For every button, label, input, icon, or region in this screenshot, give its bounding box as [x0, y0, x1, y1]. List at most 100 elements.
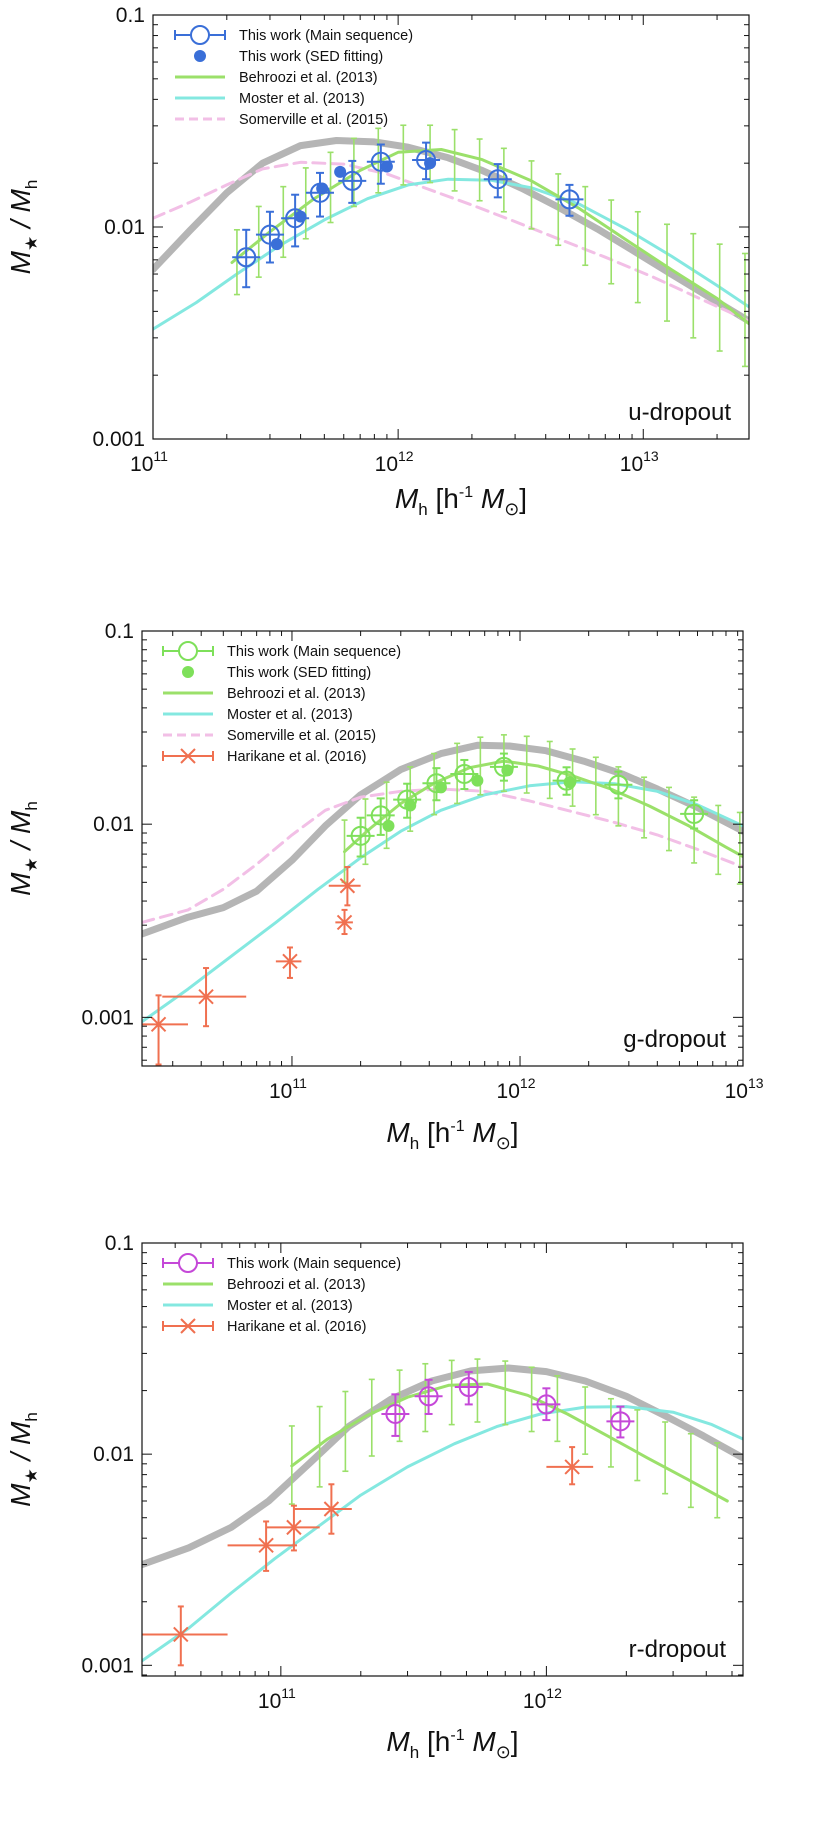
- main-sequence-marker: [370, 805, 391, 826]
- legend-label-part: Moster et al. (2013): [227, 707, 353, 723]
- main-sequence-point: [483, 163, 512, 199]
- main-sequence-marker: [342, 170, 363, 191]
- legend-label-part: Moster et al. (2013): [239, 91, 365, 107]
- axis-ticks: [142, 630, 743, 1066]
- harikane-x-marker: [258, 1537, 274, 1554]
- x-tick-label-part: 12: [398, 448, 414, 464]
- main-sequence-point: [346, 816, 375, 858]
- legend-label-part: This work (Main sequence): [227, 644, 401, 660]
- legend-label: Behroozi et al. (2013): [227, 686, 366, 702]
- legend-label: This work (SED fitting): [227, 665, 371, 681]
- x-tick-label: 1012: [375, 448, 414, 476]
- sed-fitting-point: [270, 238, 283, 251]
- legend-entry: Moster et al. (2013): [175, 91, 365, 107]
- main-sequence-marker: [493, 756, 514, 777]
- main-sequence-marker: [418, 1386, 439, 1407]
- legend-label: This work (Main sequence): [227, 644, 401, 660]
- y-tick-label: 0.01: [104, 216, 145, 239]
- main-sequence-marker: [610, 1411, 631, 1432]
- y-tick-label: 0.01: [93, 1443, 134, 1466]
- legend-swatch-x: [180, 748, 196, 764]
- legend-label: Behroozi et al. (2013): [239, 70, 378, 86]
- legend-label-part: This work (Main sequence): [227, 1256, 401, 1272]
- main-sequence-point: [381, 1393, 410, 1437]
- y-axis-label-part: / M: [5, 810, 36, 857]
- main-sequence-point: [450, 758, 479, 791]
- x-axis-label: Mh [h-1 M⊙]: [386, 1117, 518, 1153]
- harikane-point: [546, 1446, 594, 1486]
- x-axis-label-part: ⊙: [496, 1742, 511, 1762]
- y-axis-label-part: h: [22, 801, 41, 810]
- legend-swatch-filled-circle: [182, 666, 194, 678]
- legend-entry: This work (Main sequence): [162, 641, 401, 661]
- legend-entry: This work (Main sequence): [162, 1253, 401, 1273]
- x-tick-label: 1011: [269, 1075, 307, 1103]
- x-axis-label-part: -1: [459, 484, 473, 501]
- legend-label: Harikane et al. (2016): [227, 1319, 366, 1335]
- legend-swatch-x: [180, 1318, 196, 1334]
- main-sequence-point: [489, 752, 518, 782]
- x-tick-label-part: 10: [523, 1690, 546, 1713]
- legend-label-part: Behroozi et al. (2013): [239, 70, 378, 86]
- main-sequence-point: [414, 1378, 443, 1415]
- x-axis-label-part: ]: [511, 1117, 519, 1148]
- sed-fitting-point: [434, 781, 447, 794]
- legend-label: Moster et al. (2013): [227, 707, 353, 723]
- panel-annotation-part: r-dropout: [629, 1636, 727, 1663]
- x-tick-label-part: 13: [748, 1075, 764, 1091]
- harikane-point: [328, 866, 361, 907]
- x-axis-label-part: ⊙: [496, 1133, 511, 1153]
- legend-entry: Moster et al. (2013): [163, 707, 353, 723]
- main-sequence-marker: [487, 169, 508, 190]
- main-sequence-marker: [397, 789, 418, 810]
- x-axis-label-part: h: [410, 1134, 419, 1153]
- legend-label: This work (Main sequence): [239, 28, 413, 44]
- harikane-point: [227, 1520, 297, 1572]
- y-tick-label: 0.001: [92, 428, 145, 451]
- legend-swatch-open-circle: [178, 641, 198, 661]
- y-axis-label-part: M: [5, 1483, 36, 1507]
- legend-swatch-open-circle: [190, 25, 210, 45]
- legend-label-part: This work (SED fitting): [239, 49, 383, 65]
- y-tick-label-part: 0.01: [104, 216, 145, 239]
- legend-swatch-open-circle: [178, 1253, 198, 1273]
- main-sequence-marker: [426, 773, 447, 794]
- harikane-x-marker: [336, 914, 353, 931]
- x-tick-label: 1011: [258, 1685, 296, 1713]
- harikane-x-marker: [173, 1626, 189, 1643]
- y-tick-label-part: 0.01: [93, 1443, 134, 1466]
- harikane-x-marker: [198, 988, 214, 1005]
- series-behroozi-et-al-2013: [290, 1382, 729, 1503]
- x-tick-label-part: 10: [269, 1080, 292, 1103]
- x-tick-label-part: 11: [281, 1685, 296, 1701]
- x-tick-label-part: 12: [546, 1685, 562, 1701]
- y-tick-label-part: 0.1: [116, 4, 145, 27]
- x-axis-label-part: M: [386, 1117, 410, 1148]
- legend-entry: Harikane et al. (2016): [162, 1318, 366, 1335]
- main-sequence-point: [281, 193, 310, 248]
- x-tick-label-part: 10: [375, 453, 398, 476]
- sed-fitting-point: [471, 774, 484, 787]
- legend-entry: This work (Main sequence): [174, 25, 413, 45]
- main-sequence-point: [305, 171, 334, 218]
- y-axis-label-part: / M: [5, 188, 36, 235]
- x-tick-label: 1013: [620, 448, 659, 476]
- legend-label: Somerville et al. (2015): [227, 728, 376, 744]
- main-sequence-marker: [309, 182, 330, 203]
- y-tick-label: 0.1: [105, 1232, 134, 1255]
- x-axis-label-part: M: [465, 1726, 497, 1757]
- plot-frame: [141, 1242, 744, 1677]
- y-axis-label-part: ★: [22, 236, 41, 251]
- x-axis-label-part: [h: [428, 483, 459, 514]
- harikane-point: [293, 1483, 352, 1535]
- series-gray: [142, 741, 743, 938]
- legend-label-part: Somerville et al. (2015): [239, 112, 388, 128]
- main-sequence-marker: [684, 803, 705, 824]
- main-sequence-point: [422, 767, 451, 802]
- sed-fitting-point: [334, 165, 347, 178]
- x-tick-label-part: 11: [153, 448, 168, 464]
- y-axis-label-part: ★: [22, 1468, 41, 1483]
- legend-entry: Behroozi et al. (2013): [175, 70, 378, 86]
- y-tick-label: 0.1: [105, 620, 134, 643]
- legend-label-part: This work (SED fitting): [227, 665, 371, 681]
